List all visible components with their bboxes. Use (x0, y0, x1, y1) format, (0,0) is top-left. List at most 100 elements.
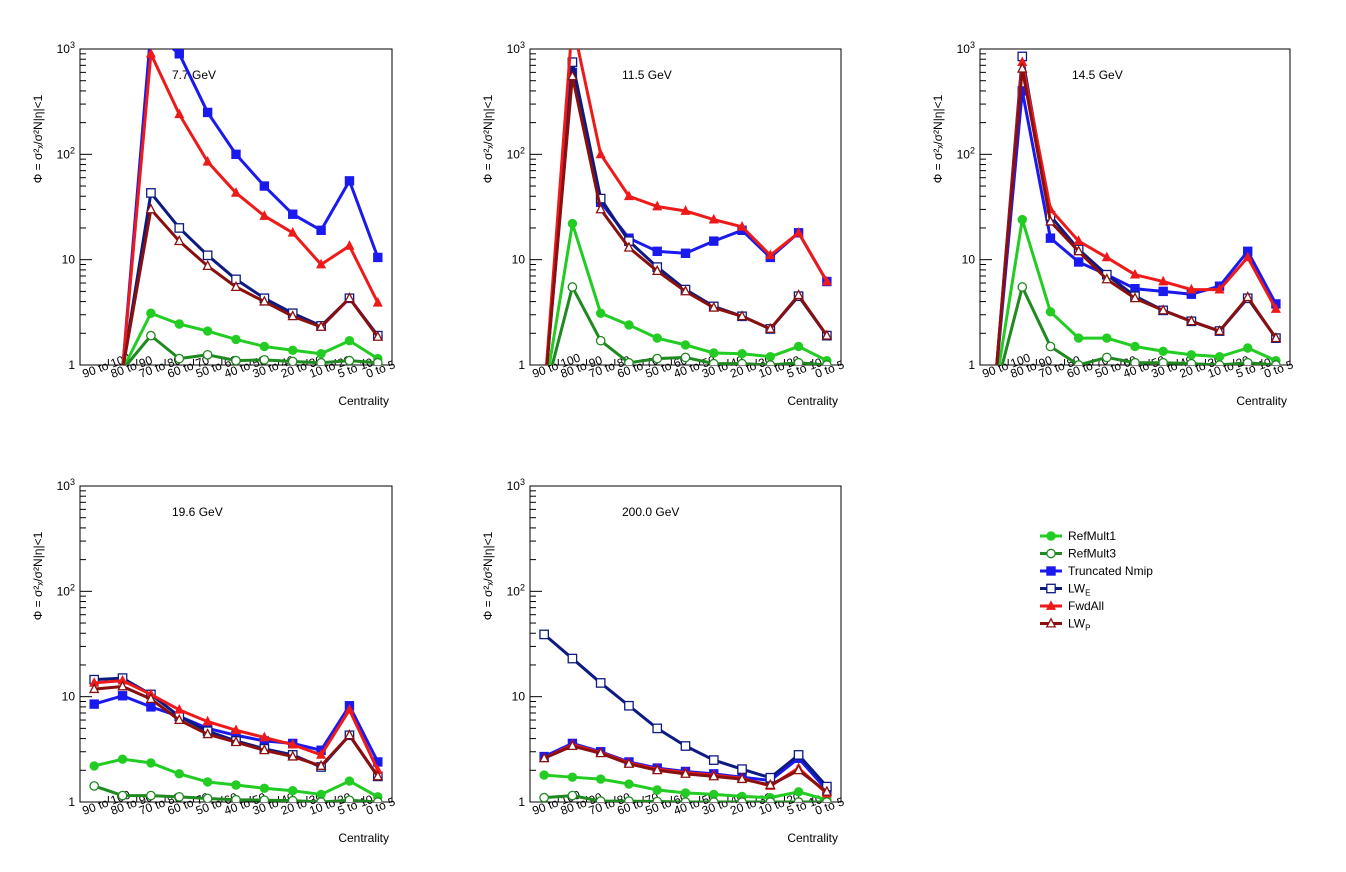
data-point-LWE (624, 700, 634, 711)
data-point-RefMult3 (765, 797, 776, 802)
data-point-RefMult3 (595, 335, 606, 346)
data-point-LWP (315, 320, 327, 331)
data-point-RefMult1 (1073, 333, 1084, 343)
data-point-FwdAll (1158, 275, 1169, 286)
data-point-TruncNmip (146, 702, 156, 712)
y-axis-label: Φ = σ²ₓ/σ²N|η|<1 (481, 94, 495, 183)
data-point-TruncNmip (288, 209, 298, 219)
data-point-TruncNmip (259, 181, 270, 191)
data-point-LWP (680, 285, 691, 296)
legend-label-RefMult3: RefMult3 (1068, 547, 1116, 561)
panel-title: 14.5 GeV (1072, 68, 1123, 82)
data-point-LWP (651, 764, 663, 775)
data-point-TruncNmip (147, 26, 155, 34)
data-point-RefMult1 (231, 334, 241, 345)
data-point-RefMult1 (793, 341, 804, 352)
data-point-RefMult1 (117, 754, 128, 764)
y-tick-label: 10 (962, 253, 976, 267)
data-point-RefMult1 (1186, 350, 1197, 360)
data-point-RefMult3 (174, 791, 185, 802)
panel-title: 200.0 GeV (622, 505, 679, 519)
data-point-RefMult3 (624, 357, 634, 365)
data-point-RefMult3 (822, 360, 832, 365)
data-point-RefMult3 (1130, 357, 1140, 365)
data-point-RefMult3 (117, 790, 128, 801)
data-point-RefMult3 (652, 796, 663, 802)
data-point-RefMult3 (595, 796, 606, 802)
data-point-LWP (372, 770, 384, 781)
data-point-LWP (765, 322, 776, 333)
legend-label-LWP: LWP (1068, 617, 1090, 633)
data-point-TruncNmip (344, 176, 355, 186)
data-point-LWP (259, 295, 270, 306)
data-point-FwdAll (316, 258, 327, 269)
data-point-LWP (793, 289, 804, 300)
data-point-TruncNmip (680, 248, 691, 258)
data-point-LWP (344, 292, 355, 303)
data-point-LWP (680, 767, 691, 778)
data-point-RefMult3 (822, 797, 832, 802)
data-point-FwdAll (793, 226, 804, 237)
data-point-TruncNmip (231, 149, 241, 160)
data-point-RefMult3 (708, 358, 719, 365)
series-line-RefMult1 (93, 757, 379, 799)
data-point-FwdAll (259, 731, 270, 742)
data-point-RefMult3 (793, 357, 804, 365)
data-point-RefMult1 (595, 308, 606, 318)
data-point-FwdAll (174, 108, 185, 119)
series-line-FwdAll (121, 52, 380, 365)
data-point-RefMult3 (174, 353, 185, 364)
series-group (545, 49, 833, 365)
data-point-RefMult1 (231, 780, 241, 790)
data-point-LWP (287, 310, 298, 321)
data-point-RefMult3 (680, 797, 691, 802)
data-point-LWP (651, 264, 663, 276)
data-point-LWP (1017, 62, 1028, 73)
data-point-RefMult3 (344, 795, 355, 802)
y-tick-label: 10 (62, 690, 76, 704)
data-point-LWP (821, 785, 833, 796)
y-tick-label: 10 (62, 253, 76, 267)
data-point-RefMult1 (680, 788, 691, 798)
data-point-RefMult1 (793, 787, 804, 797)
data-point-FwdAll (287, 738, 298, 749)
y-tick-label: 1 (968, 358, 975, 372)
data-point-LWP (821, 329, 833, 340)
y-tick-label: 103 (507, 40, 525, 56)
x-axis-label: Centrality (338, 394, 389, 408)
data-point-LWP (315, 759, 327, 770)
data-point-RefMult3 (259, 354, 270, 365)
y-tick-label: 1 (518, 795, 525, 809)
data-point-RefMult3 (567, 790, 578, 801)
data-point-RefMult1 (1214, 351, 1225, 362)
data-point-RefMult1 (709, 348, 719, 358)
plot-frame (529, 48, 842, 366)
data-point-LWE (680, 741, 691, 751)
data-point-RefMult3 (287, 795, 298, 802)
panel-title: 7.7 GeV (172, 68, 216, 82)
data-point-LWP (1214, 324, 1225, 336)
data-point-RefMult3 (567, 282, 578, 292)
legend-marker-TruncNmip (1046, 566, 1056, 576)
y-tick-label: 102 (57, 145, 75, 161)
data-point-TruncNmip (1158, 286, 1168, 297)
y-tick-label: 1 (518, 358, 525, 372)
data-point-RefMult3 (231, 794, 241, 802)
data-point-FwdAll (230, 724, 242, 735)
data-point-LWP (736, 772, 748, 784)
data-point-RefMult3 (372, 357, 383, 365)
data-point-FwdAll (1242, 251, 1253, 262)
data-point-LWE (652, 723, 663, 734)
data-point-FwdAll (344, 704, 355, 714)
x-axis-label: Centrality (338, 831, 389, 845)
y-tick-label: 103 (57, 40, 75, 56)
data-point-RefMult3 (1158, 357, 1169, 365)
data-point-LWP (1101, 273, 1113, 284)
data-point-RefMult1 (1102, 333, 1112, 343)
data-point-LWP (1073, 245, 1084, 256)
data-point-FwdAll (316, 749, 327, 759)
